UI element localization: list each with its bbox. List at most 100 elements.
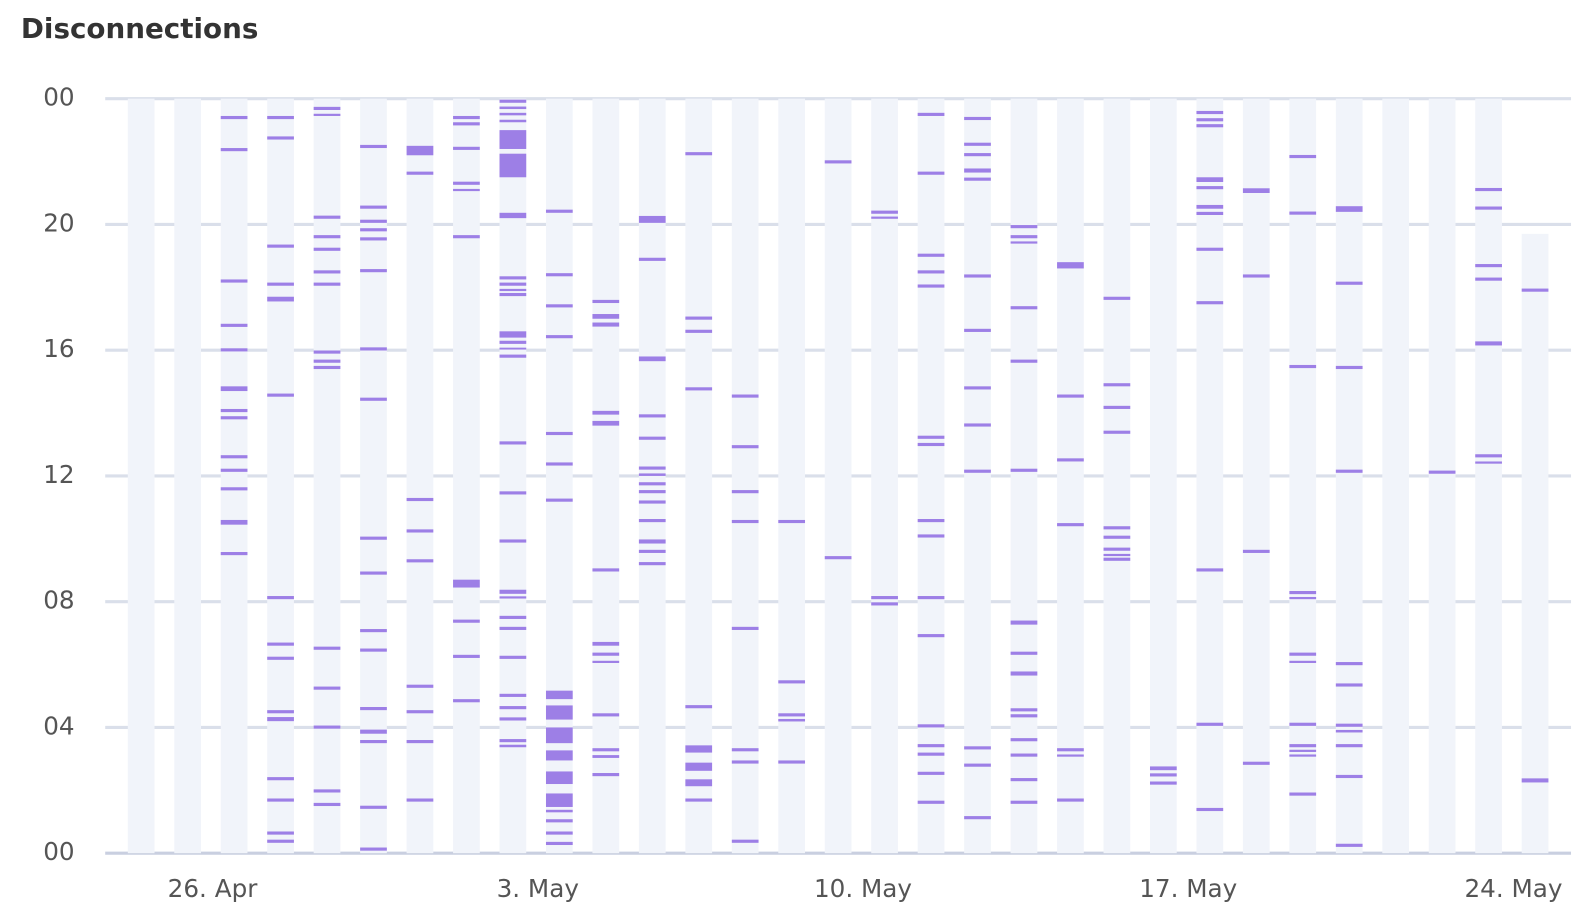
disconnection: [592, 660, 620, 663]
disconnection: [1196, 118, 1224, 122]
disconnection: [360, 629, 387, 633]
disconnection: [267, 596, 294, 600]
disconnection: [453, 122, 480, 126]
disconnection: [1289, 364, 1317, 369]
disconnection: [267, 282, 294, 286]
disconnection: [638, 473, 666, 476]
disconnection: [638, 549, 666, 553]
disconnection: [1196, 301, 1224, 305]
disconnection: [1289, 744, 1317, 748]
disconnection: [1010, 708, 1038, 712]
disconnection: [1010, 714, 1038, 718]
day-column: [731, 98, 759, 854]
disconnection: [545, 727, 573, 744]
x-tick-label: 17. May: [1139, 874, 1237, 903]
disconnection: [964, 177, 991, 181]
disconnection: [1196, 177, 1224, 182]
day-column: [685, 98, 713, 854]
disconnection: [1010, 468, 1038, 472]
disconnection: [1242, 188, 1270, 193]
disconnection: [731, 760, 759, 764]
disconnection: [267, 656, 294, 660]
disconnection: [545, 498, 573, 502]
disconnection: [545, 209, 573, 213]
disconnection: [731, 626, 759, 630]
disconnection: [1103, 547, 1131, 551]
disconnection: [1196, 247, 1224, 251]
day-column: [1196, 98, 1224, 854]
disconnection: [313, 350, 341, 354]
disconnection: [964, 328, 991, 332]
disconnection: [1196, 722, 1224, 726]
disconnection: [1010, 778, 1038, 782]
disconnection: [638, 539, 666, 544]
disconnection: [220, 416, 248, 420]
disconnection: [917, 519, 945, 523]
disconnection: [499, 112, 527, 116]
disconnection: [499, 655, 527, 659]
disconnection: [1475, 341, 1502, 346]
disconnection: [313, 215, 341, 219]
disconnection: [1289, 590, 1317, 595]
disconnection: [499, 626, 527, 630]
disconnection: [1010, 359, 1038, 363]
disconnection: [731, 394, 759, 398]
disconnection: [313, 365, 341, 370]
disconnection: [220, 455, 248, 459]
disconnection: [313, 113, 341, 116]
disconnection: [220, 323, 248, 327]
disconnection: [499, 441, 527, 445]
chart-title: Disconnections: [21, 12, 258, 45]
disconnection: [592, 713, 620, 717]
day-column: [127, 98, 155, 854]
disconnection: [453, 188, 480, 192]
day-column: [1521, 233, 1549, 854]
disconnection: [1289, 749, 1317, 752]
disconnection: [1196, 568, 1224, 572]
disconnection: [545, 304, 573, 308]
disconnection: [1335, 723, 1363, 727]
y-tick-label: 12: [43, 460, 74, 489]
disconnection: [1475, 277, 1502, 281]
y-tick-label: 04: [43, 711, 74, 740]
disconnection: [1103, 535, 1131, 539]
disconnection: [220, 115, 248, 120]
disconnection: [313, 247, 341, 251]
disconnection: [499, 119, 527, 123]
disconnection: [1335, 729, 1363, 733]
disconnection: [499, 153, 527, 178]
day-column: [453, 98, 480, 854]
disconnection: [685, 387, 713, 391]
y-tick-label: 00: [43, 83, 74, 112]
disconnection: [499, 347, 527, 350]
day-column: [1428, 98, 1456, 854]
disconnection: [360, 706, 387, 711]
disconnection: [453, 181, 480, 185]
disconnection: [1475, 206, 1502, 210]
disconnection: [453, 654, 480, 658]
day-column: [592, 98, 620, 854]
disconnection: [313, 359, 341, 363]
disconnection: [313, 646, 341, 650]
disconnection: [313, 282, 341, 286]
disconnection: [638, 482, 666, 486]
disconnection: [545, 809, 573, 813]
disconnection: [499, 596, 527, 599]
disconnection: [267, 136, 294, 140]
disconnection: [406, 497, 434, 502]
disconnection: [592, 773, 620, 777]
disconnection: [267, 115, 294, 120]
disconnection: [313, 789, 341, 793]
disconnection: [545, 690, 573, 700]
disconnection: [545, 750, 573, 761]
disconnection: [685, 745, 713, 753]
disconnection: [1521, 778, 1549, 783]
disconnection: [499, 744, 527, 748]
disconnection: [499, 331, 527, 338]
disconnection: [360, 347, 387, 351]
disconnection: [1289, 722, 1317, 726]
disconnection: [731, 490, 759, 494]
disconnection: [499, 615, 527, 619]
disconnection: [778, 519, 806, 524]
disconnection: [1057, 458, 1084, 462]
